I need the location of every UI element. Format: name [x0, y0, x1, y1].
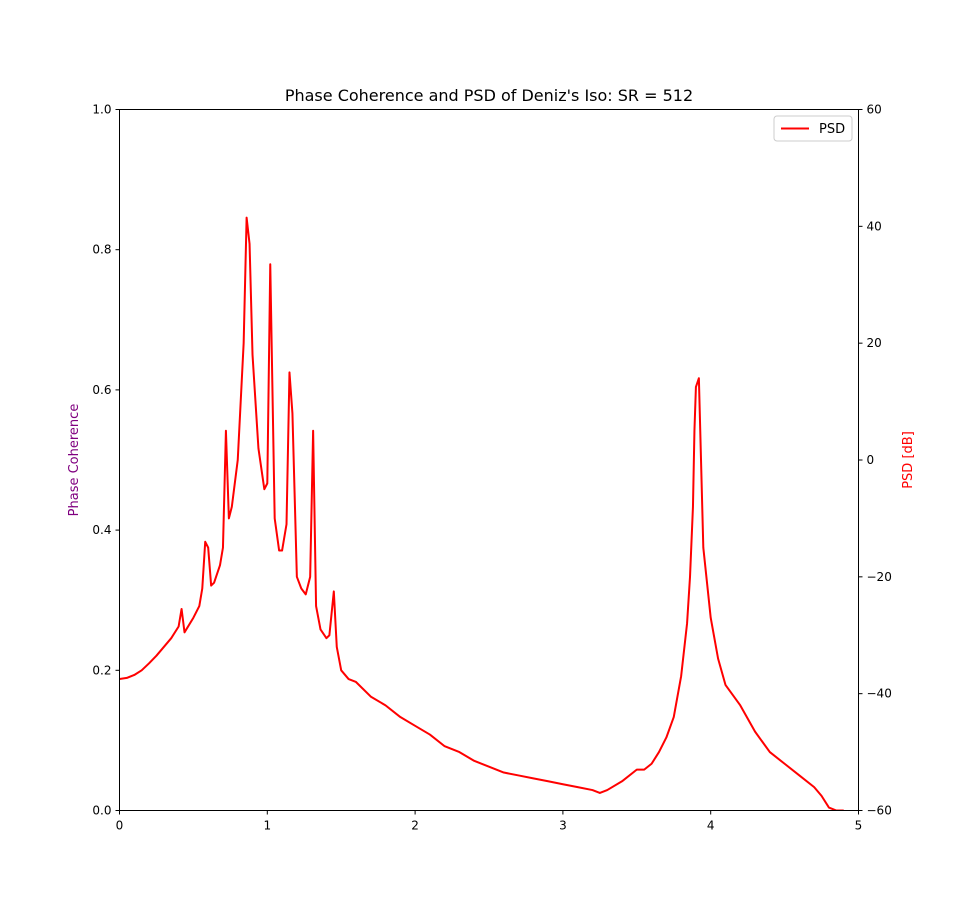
y-right-tick-label: 60	[867, 103, 882, 117]
x-tick-label: 4	[707, 819, 715, 833]
y-right-tick-label: 0	[867, 453, 875, 467]
x-tick-label: 3	[559, 819, 567, 833]
legend-box	[773, 115, 853, 142]
x-axis-ticks: 0 1 2 3 4 5	[116, 810, 863, 833]
legend-entry-psd: PSD	[819, 122, 845, 137]
y-axis-left-label: Phase Coherence	[67, 404, 82, 517]
legend: PSD	[773, 115, 853, 142]
y-right-tick-label: −40	[867, 687, 892, 701]
x-tick-label: 0	[116, 819, 124, 833]
y-right-tick-label: −60	[867, 804, 892, 818]
y-left-tick-label: 1.0	[92, 103, 111, 117]
y-left-tick-label: 0.6	[92, 383, 111, 397]
y-right-tick-label: −20	[867, 570, 892, 584]
chart-title: Phase Coherence and PSD of Deniz's Iso: …	[285, 86, 693, 105]
y-left-tick-label: 0.0	[92, 804, 111, 818]
series-layer	[119, 216, 844, 811]
plot-frame	[119, 109, 859, 811]
y-left-tick-label: 0.4	[92, 523, 111, 537]
y-right-tick-label: 40	[867, 219, 882, 233]
series-line-psd	[119, 216, 844, 811]
y-axis-right-ticks: −60 −40 −20 0 20 40 60	[858, 103, 892, 818]
y-axis-left-ticks: 0.0 0.2 0.4 0.6 0.8 1.0	[92, 103, 120, 818]
x-tick-label: 1	[263, 819, 271, 833]
y-right-tick-label: 20	[867, 336, 882, 350]
y-left-tick-label: 0.8	[92, 243, 111, 257]
y-axis-right-label: PSD [dB]	[901, 431, 916, 489]
x-tick-label: 2	[411, 819, 419, 833]
x-tick-label: 5	[855, 819, 863, 833]
y-left-tick-label: 0.2	[92, 663, 111, 677]
